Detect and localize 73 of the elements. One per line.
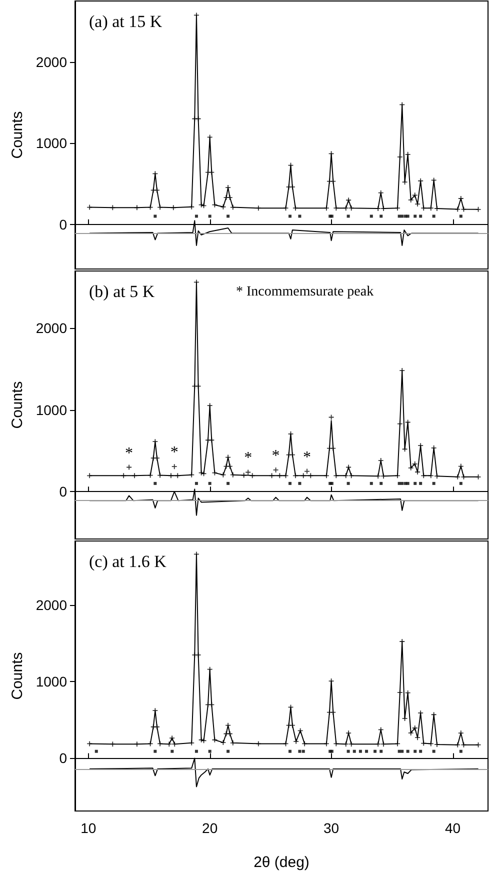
text: (b) at 5 K (89, 282, 156, 301)
point (226, 214, 230, 218)
point (290, 184, 295, 190)
point (152, 171, 158, 176)
point (421, 206, 426, 211)
point (348, 206, 354, 211)
point (400, 214, 404, 218)
y-axis-title: Counts (8, 111, 26, 159)
point (432, 214, 436, 218)
y-tick-label: 1000 (36, 402, 68, 418)
point (412, 192, 418, 198)
x-tick-label: 20 (202, 820, 218, 836)
point (208, 214, 212, 218)
y-axis-title: Counts (8, 381, 26, 429)
point (346, 214, 350, 218)
point (227, 195, 232, 200)
point (370, 214, 373, 218)
point (288, 214, 292, 218)
text: (c) at 1.6 K (89, 552, 168, 571)
point (380, 214, 383, 218)
x-axis-title: 2θ (deg) (254, 854, 310, 871)
x-tick-label: 10 (80, 820, 96, 836)
y-tick-label: 1000 (36, 674, 68, 690)
y-tick-label: 2000 (36, 54, 68, 70)
point (419, 214, 422, 218)
annotation: * (303, 448, 312, 466)
x-tick-label: 40 (444, 820, 461, 836)
annotation: * (125, 444, 134, 462)
point (292, 206, 298, 211)
point (324, 206, 329, 211)
point (194, 214, 198, 218)
y-tick-label: 0 (59, 750, 68, 766)
annotation: * Incommemsurate peak (236, 284, 374, 300)
annotation: * (244, 450, 252, 467)
point (397, 154, 402, 160)
point (298, 214, 302, 218)
point (418, 178, 424, 184)
point (376, 206, 381, 211)
point (434, 206, 440, 211)
annotation: * (272, 447, 280, 464)
point (406, 214, 410, 218)
point (154, 214, 157, 218)
point (256, 206, 261, 211)
point (328, 151, 334, 156)
point (207, 134, 212, 140)
y-axis-title: Counts (8, 652, 26, 700)
point (405, 152, 410, 157)
point (134, 205, 140, 210)
point (458, 196, 464, 202)
point (455, 206, 460, 212)
point (189, 204, 194, 210)
y-tick-label: 2000 (36, 597, 68, 614)
point (334, 206, 339, 211)
y-tick-label: 0 (59, 216, 68, 232)
point (220, 204, 226, 210)
point (110, 205, 116, 210)
point (414, 214, 417, 218)
point (170, 205, 176, 210)
point (212, 202, 218, 208)
y-tick-label: 1000 (36, 135, 68, 152)
point (408, 197, 414, 202)
point (343, 206, 348, 211)
point (381, 206, 386, 211)
text: (a) at 15 K (89, 12, 163, 31)
point (428, 206, 434, 211)
annotation: * (170, 444, 178, 462)
point (459, 214, 462, 218)
y-tick-label: 0 (59, 484, 68, 500)
point (395, 206, 400, 211)
y-tick-label: 2000 (36, 320, 68, 336)
point (346, 198, 352, 203)
point (209, 170, 214, 175)
x-tick-label: 30 (324, 820, 340, 836)
